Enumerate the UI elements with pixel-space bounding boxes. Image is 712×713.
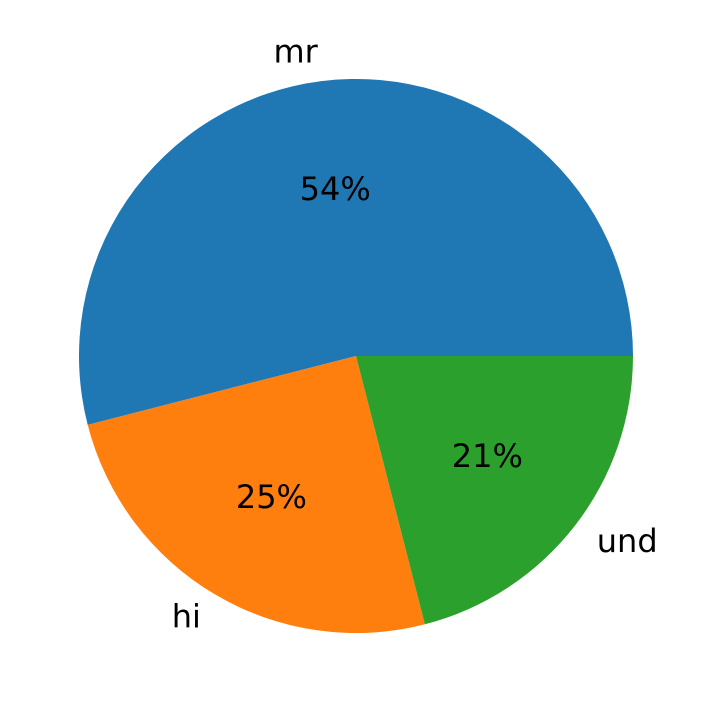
percent-label: 25%: [236, 478, 307, 516]
pie-slice: [78, 78, 633, 425]
slice-label: und: [597, 522, 658, 560]
slice-label: hi: [172, 597, 201, 635]
percent-label: 54%: [300, 170, 371, 208]
pie-slice: [87, 356, 425, 633]
percent-label: 21%: [452, 437, 523, 475]
slice-label: mr: [273, 33, 318, 71]
pie-slice: [356, 356, 633, 625]
